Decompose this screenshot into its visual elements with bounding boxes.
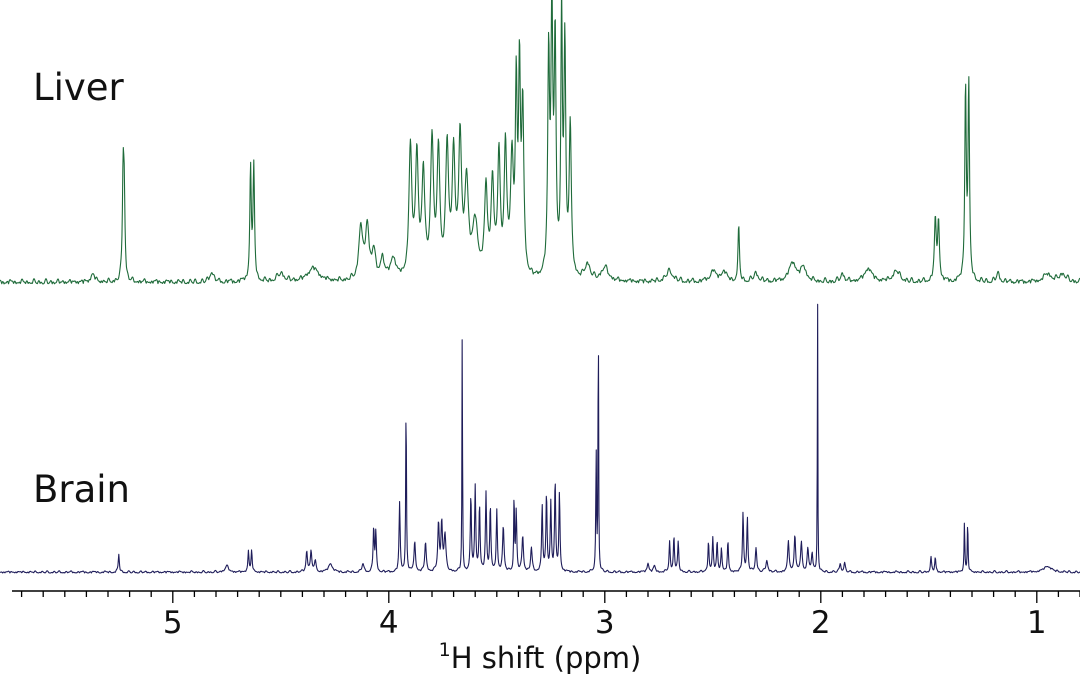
spectrum-line-brain <box>0 303 1080 574</box>
spectrum-line-liver <box>0 0 1080 285</box>
x-tick-label: 3 <box>595 605 615 641</box>
sample-labels: Liver Brain <box>33 66 130 511</box>
x-axis-title-superscript: 1 <box>439 639 451 661</box>
series-label-liver: Liver <box>33 66 125 109</box>
plot-area <box>0 0 1080 574</box>
x-tick-label: 2 <box>811 605 831 641</box>
x-tick-label: 4 <box>379 605 399 641</box>
x-axis-title-text: H shift (ppm) <box>451 641 642 675</box>
x-axis-ticks: 5 4 3 2 1 <box>20 591 1080 641</box>
x-tick-label: 5 <box>163 605 183 641</box>
series-label-brain: Brain <box>33 468 130 511</box>
x-axis-title: 1H shift (ppm) <box>439 639 642 675</box>
x-tick-label: 1 <box>1027 605 1047 641</box>
